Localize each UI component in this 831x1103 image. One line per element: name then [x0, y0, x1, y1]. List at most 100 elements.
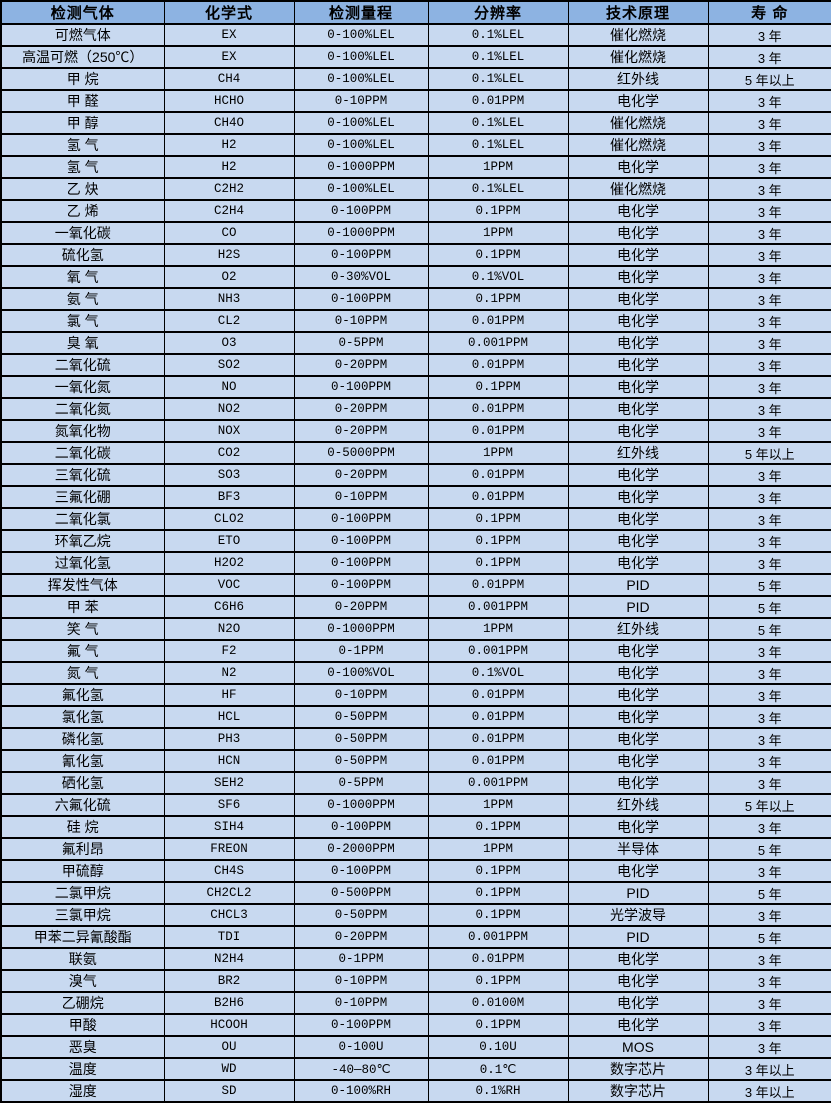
cell-gas-name: 甲 醛 — [0, 89, 165, 113]
cell-gas-name: 甲硫醇 — [0, 859, 165, 883]
cell-detection-range: 0-100%LEL — [293, 133, 429, 157]
cell-detection-range: 0-50PPM — [293, 749, 429, 773]
cell-chemical-formula: CH4O — [163, 111, 295, 135]
cell-detection-range: 0-20PPM — [293, 397, 429, 421]
cell-lifespan: 3 年 — [707, 859, 831, 883]
cell-technology-principle: 电化学 — [567, 419, 709, 443]
table-row: 过氧化氢 H2O2 0-100PPM 0.1PPM 电化学 3 年 — [0, 551, 831, 575]
cell-lifespan: 3 年 — [707, 727, 831, 751]
cell-detection-range: 0-1000PPM — [293, 221, 429, 245]
cell-detection-range: 0-100PPM — [293, 199, 429, 223]
cell-technology-principle: 电化学 — [567, 727, 709, 751]
table-row: 氮氧化物 NOX 0-20PPM 0.01PPM 电化学 3 年 — [0, 419, 831, 443]
column-header-lifespan: 寿 命 — [707, 0, 831, 25]
cell-chemical-formula: H2 — [163, 133, 295, 157]
cell-detection-range: 0-2000PPM — [293, 837, 429, 861]
cell-chemical-formula: SF6 — [163, 793, 295, 817]
cell-resolution: 0.01PPM — [427, 749, 569, 773]
cell-technology-principle: 电化学 — [567, 683, 709, 707]
cell-gas-name: 硫化氢 — [0, 243, 165, 267]
cell-resolution: 0.10U — [427, 1035, 569, 1059]
cell-resolution: 0.1PPM — [427, 815, 569, 839]
cell-resolution: 0.01PPM — [427, 89, 569, 113]
table-row: 乙 烯 C2H4 0-100PPM 0.1PPM 电化学 3 年 — [0, 199, 831, 223]
cell-chemical-formula: EX — [163, 23, 295, 47]
cell-detection-range: 0-1PPM — [293, 947, 429, 971]
cell-detection-range: 0-1000PPM — [293, 793, 429, 817]
cell-gas-name: 一氧化氮 — [0, 375, 165, 399]
cell-detection-range: 0-50PPM — [293, 903, 429, 927]
table-row: 甲 苯 C6H6 0-20PPM 0.001PPM PID 5 年 — [0, 595, 831, 619]
cell-lifespan: 3 年以上 — [707, 1057, 831, 1081]
cell-technology-principle: 电化学 — [567, 705, 709, 729]
cell-detection-range: 0-30%VOL — [293, 265, 429, 289]
cell-technology-principle: 催化燃烧 — [567, 111, 709, 135]
cell-lifespan: 3 年 — [707, 287, 831, 311]
cell-resolution: 0.1PPM — [427, 375, 569, 399]
cell-lifespan: 5 年 — [707, 573, 831, 597]
cell-resolution: 0.1%LEL — [427, 133, 569, 157]
table-row: 磷化氢 PH3 0-50PPM 0.01PPM 电化学 3 年 — [0, 727, 831, 751]
cell-technology-principle: 电化学 — [567, 353, 709, 377]
cell-lifespan: 3 年 — [707, 639, 831, 663]
table-row: 六氟化硫 SF6 0-1000PPM 1PPM 红外线 5 年以上 — [0, 793, 831, 817]
cell-technology-principle: 电化学 — [567, 771, 709, 795]
table-row: 可燃气体 EX 0-100%LEL 0.1%LEL 催化燃烧 3 年 — [0, 23, 831, 47]
cell-lifespan: 3 年 — [707, 419, 831, 443]
cell-gas-name: 可燃气体 — [0, 23, 165, 47]
cell-detection-range: 0-100PPM — [293, 243, 429, 267]
cell-technology-principle: 光学波导 — [567, 903, 709, 927]
cell-gas-name: 磷化氢 — [0, 727, 165, 751]
cell-lifespan: 3 年以上 — [707, 1079, 831, 1103]
table-row: 硒化氢 SEH2 0-5PPM 0.001PPM 电化学 3 年 — [0, 771, 831, 795]
table-row: 氨 气 NH3 0-100PPM 0.1PPM 电化学 3 年 — [0, 287, 831, 311]
column-header-chemical-formula: 化学式 — [163, 0, 295, 25]
cell-resolution: 0.1PPM — [427, 903, 569, 927]
cell-resolution: 0.01PPM — [427, 947, 569, 971]
table-row: 一氧化碳 CO 0-1000PPM 1PPM 电化学 3 年 — [0, 221, 831, 245]
table-row: 湿度 SD 0-100%RH 0.1%RH 数字芯片 3 年以上 — [0, 1079, 831, 1103]
cell-technology-principle: 红外线 — [567, 441, 709, 465]
cell-lifespan: 3 年 — [707, 155, 831, 179]
cell-lifespan: 3 年 — [707, 1013, 831, 1037]
cell-gas-name: 甲 醇 — [0, 111, 165, 135]
cell-resolution: 0.001PPM — [427, 595, 569, 619]
cell-technology-principle: 电化学 — [567, 331, 709, 355]
table-row: 甲苯二异氰酸酯 TDI 0-20PPM 0.001PPM PID 5 年 — [0, 925, 831, 949]
cell-gas-name: 硅 烷 — [0, 815, 165, 839]
cell-chemical-formula: CO2 — [163, 441, 295, 465]
cell-detection-range: 0-5PPM — [293, 771, 429, 795]
cell-resolution: 0.01PPM — [427, 573, 569, 597]
cell-lifespan: 3 年 — [707, 683, 831, 707]
cell-chemical-formula: CHCL3 — [163, 903, 295, 927]
cell-lifespan: 3 年 — [707, 991, 831, 1015]
table-row: 氯 气 CL2 0-10PPM 0.01PPM 电化学 3 年 — [0, 309, 831, 333]
table-row: 甲酸 HCOOH 0-100PPM 0.1PPM 电化学 3 年 — [0, 1013, 831, 1037]
cell-detection-range: 0-1000PPM — [293, 617, 429, 641]
cell-lifespan: 3 年 — [707, 485, 831, 509]
cell-detection-range: 0-5PPM — [293, 331, 429, 355]
cell-lifespan: 3 年 — [707, 221, 831, 245]
cell-technology-principle: 催化燃烧 — [567, 133, 709, 157]
cell-technology-principle: 电化学 — [567, 749, 709, 773]
cell-lifespan: 3 年 — [707, 397, 831, 421]
cell-technology-principle: 红外线 — [567, 793, 709, 817]
cell-detection-range: 0-100PPM — [293, 859, 429, 883]
cell-resolution: 0.1PPM — [427, 859, 569, 883]
cell-technology-principle: 电化学 — [567, 375, 709, 399]
cell-technology-principle: 电化学 — [567, 155, 709, 179]
cell-chemical-formula: CH4S — [163, 859, 295, 883]
cell-lifespan: 3 年 — [707, 771, 831, 795]
cell-chemical-formula: SO3 — [163, 463, 295, 487]
table-row: 甲 烷 CH4 0-100%LEL 0.1%LEL 红外线 5 年以上 — [0, 67, 831, 91]
table-row: 联氨 N2H4 0-1PPM 0.01PPM 电化学 3 年 — [0, 947, 831, 971]
cell-lifespan: 3 年 — [707, 353, 831, 377]
cell-chemical-formula: SIH4 — [163, 815, 295, 839]
cell-resolution: 0.1%LEL — [427, 45, 569, 69]
cell-gas-name: 二氧化硫 — [0, 353, 165, 377]
cell-gas-name: 氢 气 — [0, 155, 165, 179]
cell-chemical-formula: C2H4 — [163, 199, 295, 223]
table-row: 温度 WD -40—80℃ 0.1℃ 数字芯片 3 年以上 — [0, 1057, 831, 1081]
cell-chemical-formula: CO — [163, 221, 295, 245]
cell-chemical-formula: FREON — [163, 837, 295, 861]
